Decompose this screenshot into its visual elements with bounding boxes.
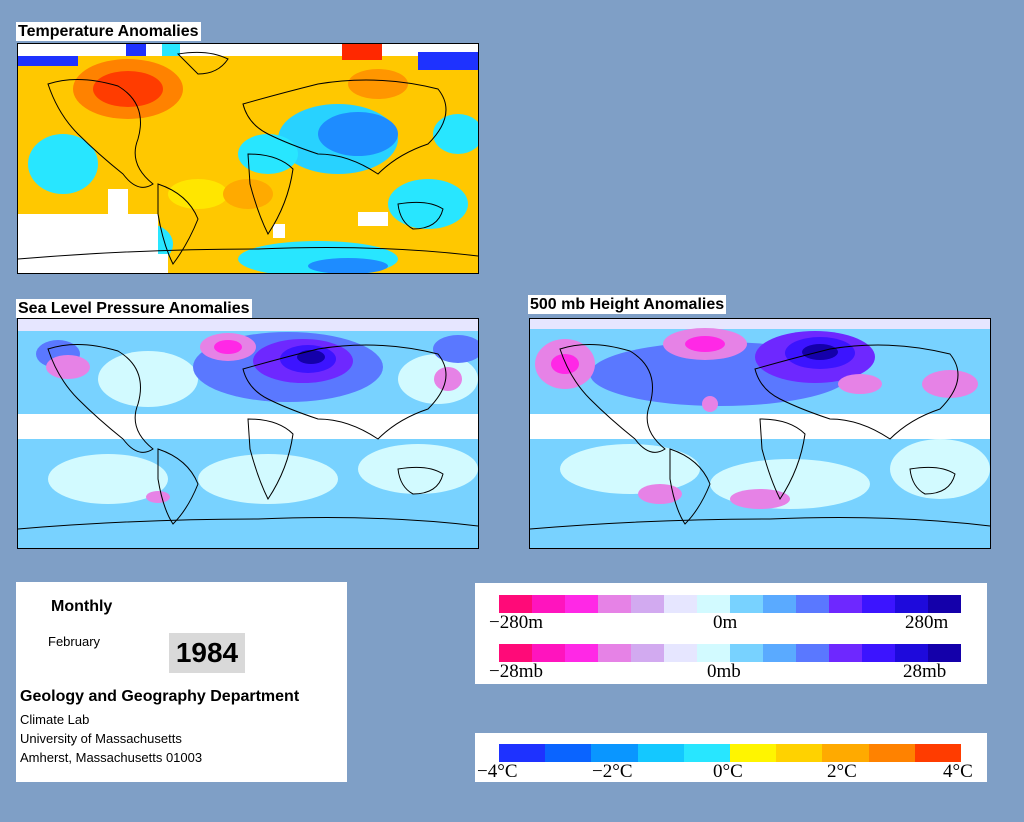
height500-anomalies-map [529,318,991,549]
color-bar-segment [499,744,546,762]
year-label: 1984 [169,633,245,673]
color-bar-segment [862,644,895,662]
color-bar-segment [796,644,829,662]
pressure-max-label: 28mb [903,661,947,682]
height-color-bar [499,595,961,613]
color-bar-segment [591,744,638,762]
color-bar-segment [664,595,697,613]
color-bar-segment [829,595,862,613]
address-label: Amherst, Massachusetts 01003 [20,750,203,765]
height500-anomalies-title: 500 mb Height Anomalies [528,295,727,314]
color-bar-segment [697,644,730,662]
color-bar-segment [631,595,664,613]
slp-anomalies-map [17,318,479,549]
color-bar-segment [763,644,796,662]
color-bar-segment [664,644,697,662]
pressure-mid-label: 0mb [707,661,741,682]
temperature-anomalies-title: Temperature Anomalies [16,22,201,41]
color-bar-segment [631,644,664,662]
color-bar-segment [499,595,532,613]
department-label: Geology and Geography Department [20,688,300,705]
info-box: Monthly February 1984 Geology and Geogra… [16,582,347,782]
pressure-min-label: −28mb [489,661,543,682]
color-bar-segment [730,595,763,613]
color-bar-segment [862,595,895,613]
height-pressure-legend: −280m 0m 280m −28mb 0mb 28mb [475,583,987,684]
height-mid-label: 0m [713,612,738,633]
color-bar-segment [697,595,730,613]
color-bar-segment [776,744,823,762]
pressure-color-bar [499,644,961,662]
color-bar-segment [928,644,961,662]
period-label: Monthly [51,598,113,615]
temperature-color-bar [499,744,962,762]
university-label: University of Massachusetts [20,731,182,746]
height-max-label: 280m [905,612,949,633]
color-bar-segment [565,595,598,613]
color-bar-segment [763,595,796,613]
temp-label-2: 2°C [827,761,857,782]
color-bar-segment [499,644,532,662]
temperature-anomalies-map [17,43,479,274]
color-bar-segment [683,744,731,762]
color-bar-segment [730,744,777,762]
color-bar-segment [914,744,962,762]
temperature-legend: −4°C −2°C 0°C 2°C 4°C [475,733,987,782]
color-bar-segment [822,744,869,762]
temp-label-4: 4°C [943,761,973,782]
height-min-label: −280m [489,612,543,633]
color-bar-segment [868,744,915,762]
color-bar-segment [928,595,961,613]
temp-label-0: 0°C [713,761,743,782]
color-bar-segment [532,644,565,662]
month-label: February [48,634,101,649]
color-bar-segment [730,644,763,662]
color-bar-segment [796,595,829,613]
color-bar-segment [598,595,631,613]
slp-anomalies-title: Sea Level Pressure Anomalies [16,299,252,318]
color-bar-segment [829,644,862,662]
color-bar-segment [598,644,631,662]
color-bar-segment [637,744,684,762]
temp-label-neg2: −2°C [592,761,633,782]
lab-label: Climate Lab [20,712,90,727]
color-bar-segment [895,644,928,662]
color-bar-segment [895,595,928,613]
color-bar-segment [532,595,565,613]
color-bar-segment [565,644,598,662]
temp-label-neg4: −4°C [477,761,518,782]
color-bar-segment [545,744,592,762]
